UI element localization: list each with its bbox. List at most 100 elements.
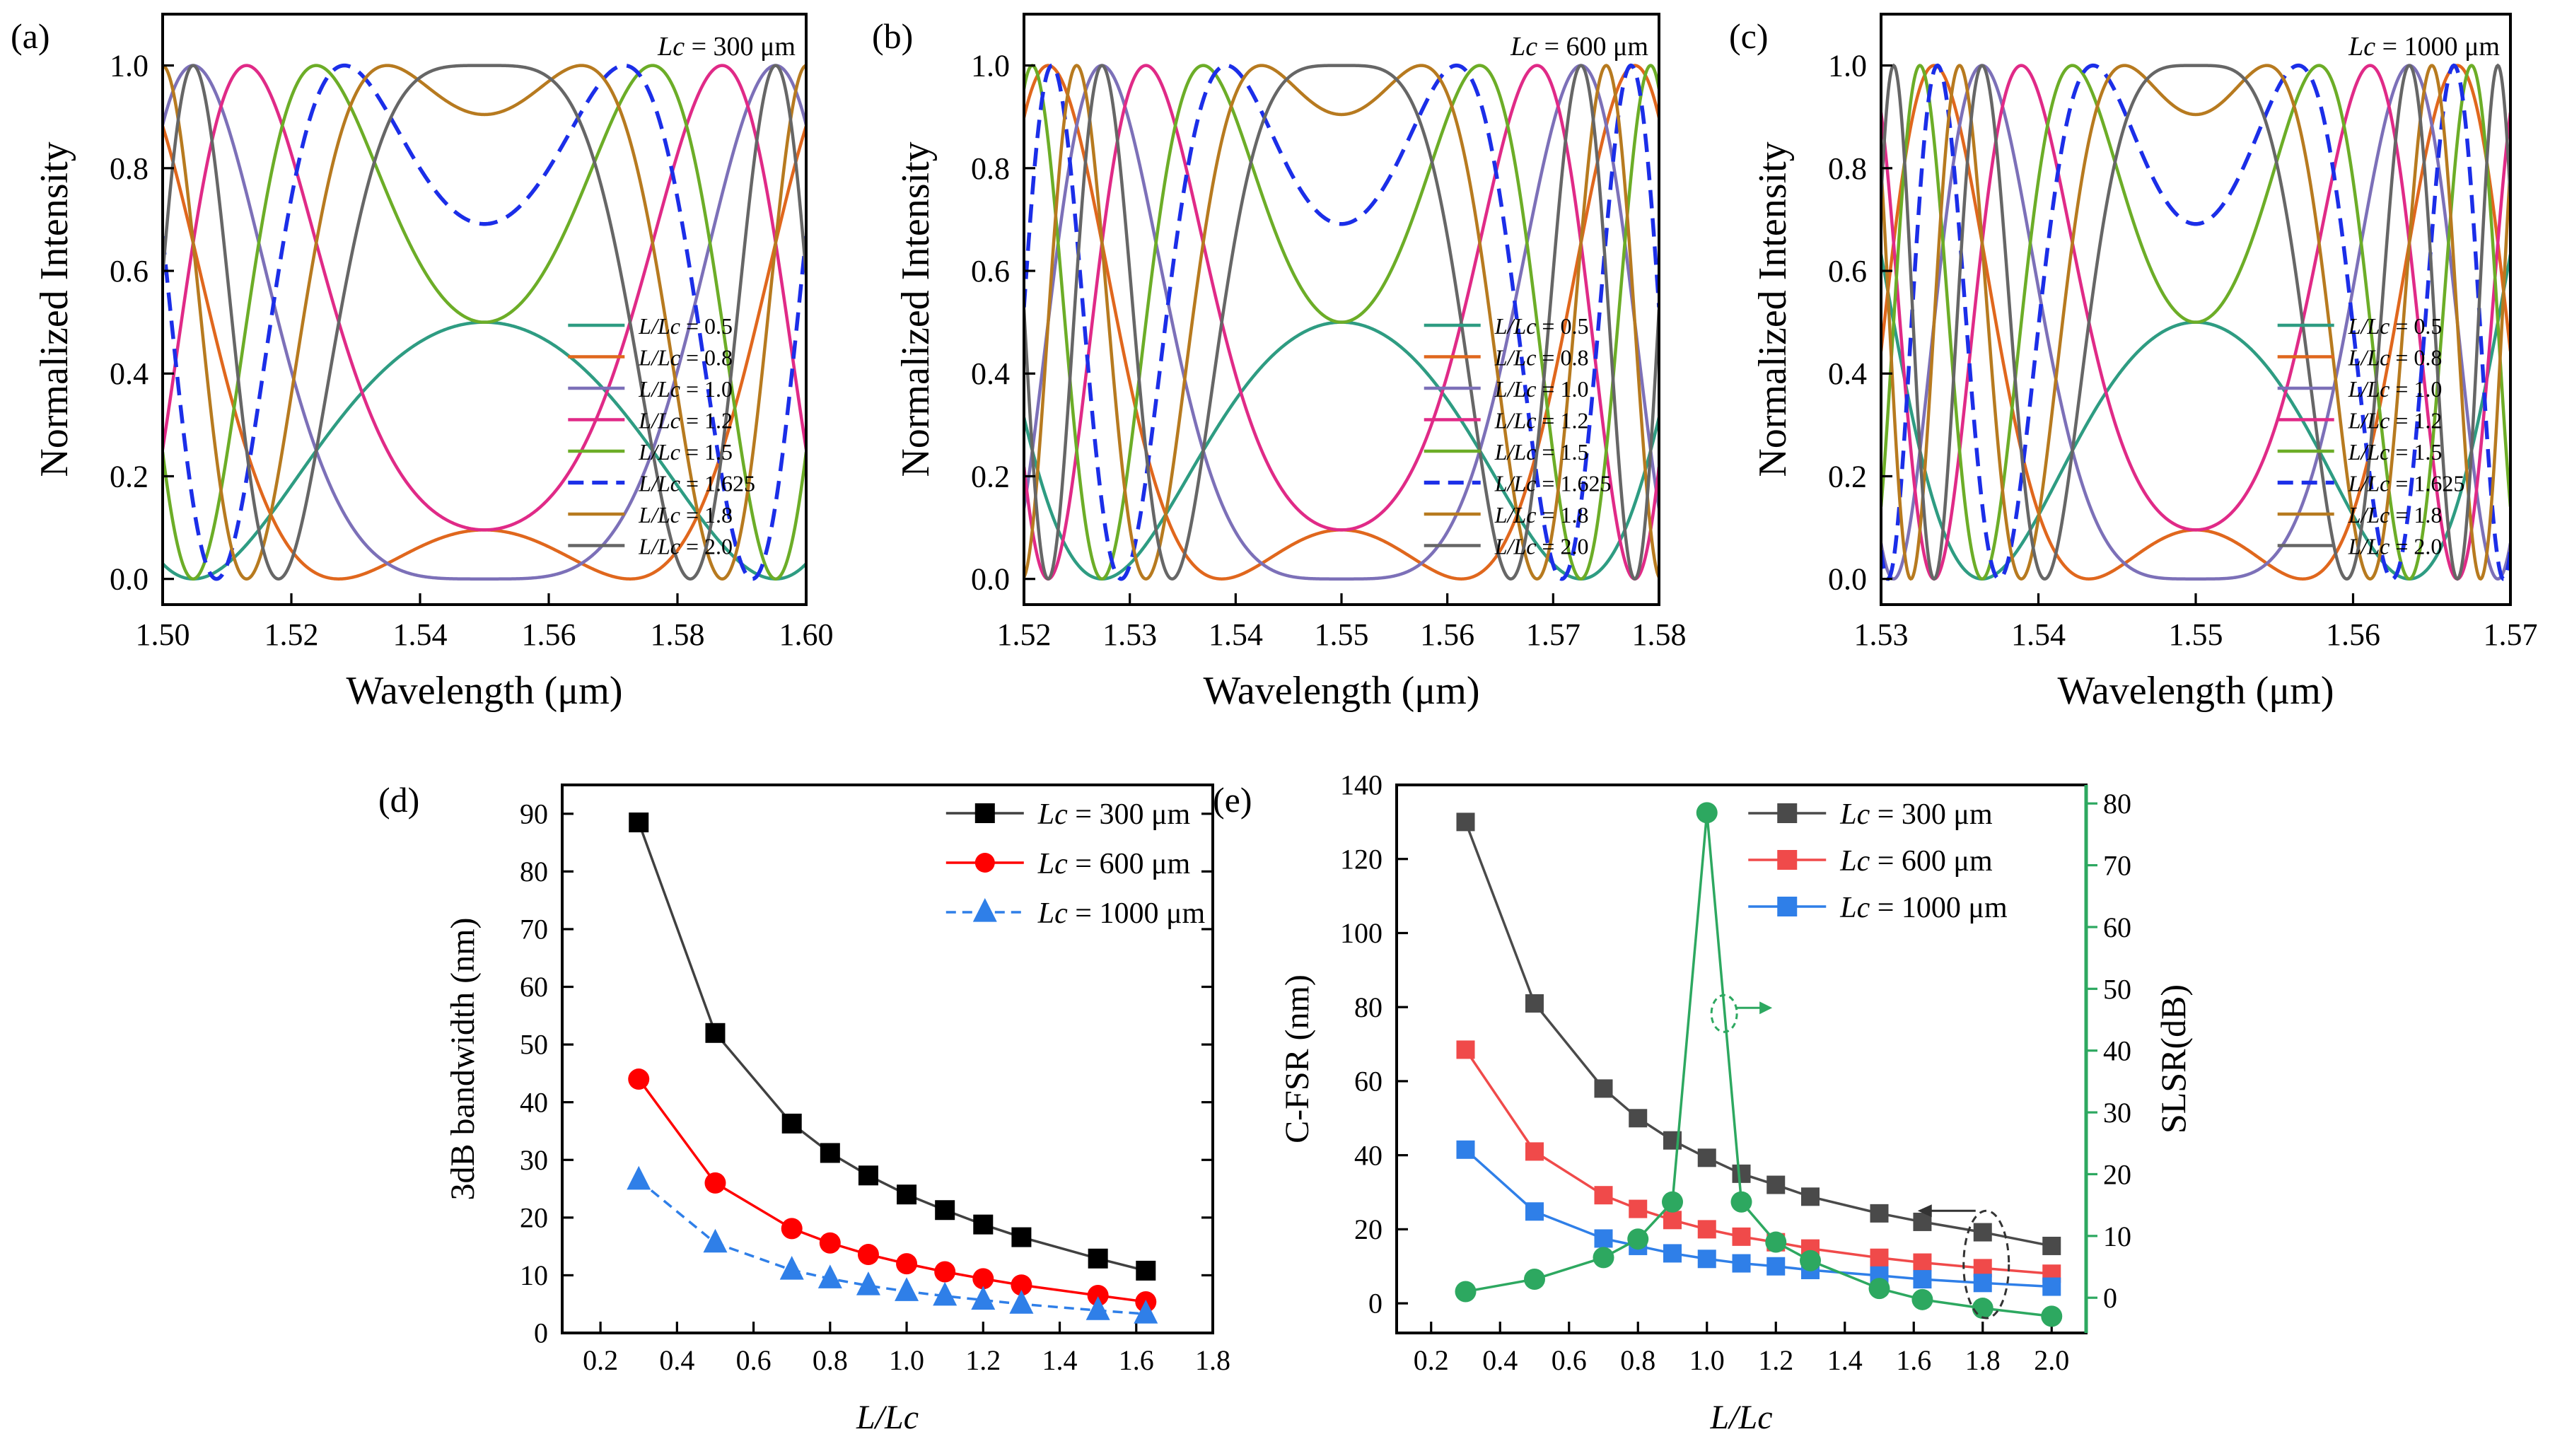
- panel-b: 1.52 1.53 1.54 1.55 1.56 1.57 1.58 0.0 0.2 0.4 0.6…: [872, 13, 1687, 713]
- legend-label-italic: Lc: [1037, 897, 1068, 930]
- data-point-square: [1697, 1220, 1716, 1239]
- x-tick-label: 0.6: [1552, 1344, 1587, 1376]
- left-arrow-head: [1917, 1204, 1932, 1218]
- series-line-3: [1465, 813, 2052, 1318]
- legend-label-rest: = 1.625: [680, 471, 755, 496]
- y-tick-label: 0.4: [971, 356, 1010, 391]
- legend-label: L/Lc = 0.5: [638, 313, 733, 339]
- legend-label: L/Lc = 1.625: [2348, 471, 2465, 496]
- legend-label-rest: = 0.5: [2390, 313, 2442, 339]
- panel-a: 1.50 1.52 1.54 1.56 1.58 1.60 0.0 0.2 0.4 0.6 0.8 1…: [11, 13, 834, 713]
- legend-marker: [1777, 897, 1798, 916]
- series-line-1.625: [163, 63, 806, 581]
- data-point-triangle: [856, 1271, 880, 1295]
- series-group: [1881, 63, 2510, 581]
- x-tick-label: 1.52: [264, 617, 319, 652]
- data-point-square: [1525, 1202, 1544, 1221]
- legend-label-rest: = 1.0: [680, 376, 733, 402]
- legend-label: L/Lc = 1.8: [2348, 502, 2443, 528]
- x-tick-label: 1.53: [1854, 617, 1909, 652]
- legend-label-rest: = 1.2: [2390, 408, 2442, 433]
- data-point-square: [858, 1165, 878, 1186]
- legend-label-rest: = 600 μm: [1068, 848, 1191, 880]
- legend-label-rest: = 1.5: [1536, 439, 1588, 465]
- y-tick-label: 140: [1340, 769, 1383, 801]
- annotation-rest: = 1000 μm: [2375, 32, 2500, 62]
- data-point-circle: [1800, 1250, 1821, 1271]
- legend-label-italic: L/Lc: [1494, 408, 1537, 433]
- data-point-circle: [896, 1253, 918, 1275]
- y-tick-label: 0.8: [1828, 151, 1867, 186]
- legend-label-italic: L/Lc: [2348, 502, 2390, 528]
- x-tick-label: 1.2: [965, 1344, 1001, 1376]
- data-point-square: [1732, 1164, 1751, 1183]
- legend-label-rest: = 0.8: [680, 345, 733, 371]
- legend-label-rest: = 1.0: [2390, 376, 2442, 402]
- x-tick-label: 1.60: [779, 617, 834, 652]
- legend-label: L/Lc = 2.0: [2348, 534, 2443, 559]
- legend-label-rest: = 2.0: [680, 534, 733, 559]
- y-tick-label: 70: [520, 914, 548, 945]
- y-axis-title: C-FSR (nm): [1279, 974, 1316, 1143]
- x-tick-label: 1.54: [2011, 617, 2066, 652]
- series-line-2: [1024, 64, 1659, 581]
- legend-label-rest: = 1000 μm: [1870, 892, 2008, 924]
- y-tick-label: 0: [534, 1317, 548, 1349]
- y-tick-label: 0.2: [1828, 459, 1867, 494]
- data-point-square: [1913, 1212, 1932, 1231]
- y-tick-label: 0: [1368, 1288, 1383, 1320]
- y-tick-label-right: 20: [2103, 1158, 2131, 1190]
- panel-c: 1.53 1.54 1.55 1.56 1.57 0.0 0.2 0.4 0.6 0.8 1.0 (c…: [1729, 13, 2538, 713]
- legend-label-rest: = 1.5: [680, 439, 733, 465]
- data-point-square: [1136, 1260, 1156, 1281]
- legend-label-italic: L/Lc: [638, 376, 680, 402]
- data-point-circle: [1868, 1278, 1890, 1300]
- y-tick-label: 0.8: [971, 151, 1010, 186]
- series-line-1: [1881, 64, 2510, 581]
- y-tick-label: 100: [1340, 917, 1383, 949]
- x-tick-label: 1.53: [1102, 617, 1157, 652]
- y-axis-title: Normalized Intensity: [1751, 141, 1795, 477]
- legend-label-rest: = 1.8: [680, 502, 733, 528]
- legend-label-rest: = 1.0: [1536, 376, 1588, 402]
- data-point-square: [1663, 1244, 1682, 1263]
- y-tick-label: 50: [520, 1029, 548, 1061]
- y-tick-label: 0.6: [971, 254, 1010, 289]
- y-tick-label: 10: [520, 1259, 548, 1291]
- legend-label-italic: L/Lc: [638, 502, 680, 528]
- x-tick-label: 1.0: [889, 1344, 924, 1376]
- x-tick-label: 1.4: [1827, 1344, 1863, 1376]
- legend-label-italic: Lc: [1839, 845, 1870, 878]
- legend-label-rest: = 600 μm: [1870, 845, 1993, 878]
- legend-label: L/Lc = 1.5: [2348, 439, 2443, 465]
- series-line-1.8: [163, 64, 806, 581]
- series-group: [163, 63, 806, 581]
- legend-label-italic: L/Lc: [2348, 408, 2390, 433]
- x-tick-label: 1.8: [1195, 1344, 1230, 1376]
- x-tick-label: 1.54: [393, 617, 448, 652]
- y-tick-label-right: 40: [2103, 1035, 2131, 1067]
- data-point-circle: [1087, 1284, 1109, 1306]
- legend-label: L/Lc = 1.2: [638, 408, 733, 433]
- y-tick-label-right: 50: [2103, 973, 2131, 1005]
- data-point-triangle: [1085, 1296, 1110, 1320]
- series-line-1.2: [1881, 64, 2510, 581]
- y-axis-title: Normalized Intensity: [33, 141, 76, 477]
- data-point-circle: [857, 1244, 879, 1266]
- x-tick-label: 0.2: [1414, 1344, 1449, 1376]
- legend-marker: [974, 803, 995, 823]
- data-point-square: [1697, 1250, 1716, 1269]
- y-tick-label: 40: [520, 1086, 548, 1118]
- series-line-1.5: [1024, 64, 1659, 581]
- legend-label-italic: L/Lc: [638, 313, 680, 339]
- legend-label-rest: = 2.0: [2390, 534, 2442, 559]
- data-point-square: [781, 1113, 802, 1134]
- y-tick-label: 80: [520, 856, 548, 887]
- data-point-square: [1973, 1274, 1992, 1293]
- y-tick-label: 60: [520, 971, 548, 1003]
- legend-label: Lc = 600 μm: [1037, 848, 1191, 880]
- data-point-square: [1801, 1187, 1820, 1206]
- data-point-triangle: [971, 1286, 996, 1310]
- legend-label-rest: = 0.8: [2390, 345, 2442, 371]
- series-line-0: [1464, 821, 2052, 1247]
